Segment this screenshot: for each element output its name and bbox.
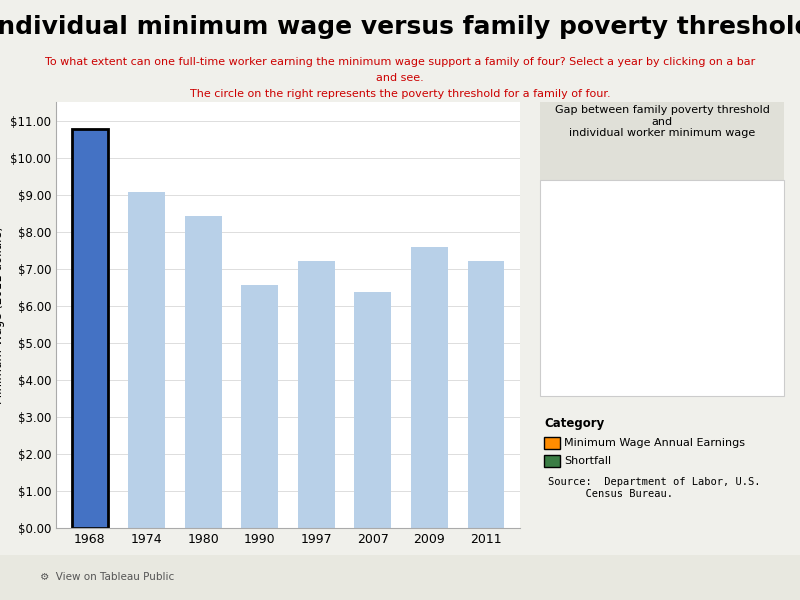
- Text: Shortfall: Shortfall: [564, 456, 611, 466]
- Bar: [185, 216, 222, 528]
- Bar: [242, 284, 278, 528]
- Bar: [411, 247, 448, 528]
- Text: Minimum Wage Annual Earnings: Minimum Wage Annual Earnings: [564, 438, 745, 448]
- Bar: [354, 292, 391, 528]
- Bar: [298, 260, 334, 528]
- Y-axis label: Minimum Wage (2011 dollars): Minimum Wage (2011 dollars): [0, 226, 5, 404]
- Wedge shape: [581, 206, 743, 370]
- Text: Gap between family poverty threshold
and
individual worker minimum wage: Gap between family poverty threshold and…: [554, 105, 770, 138]
- Text: ⚙  View on Tableau Public: ⚙ View on Tableau Public: [40, 572, 174, 582]
- Text: Source:  Department of Labor, U.S.
      Census Bureau.: Source: Department of Labor, U.S. Census…: [548, 477, 761, 499]
- Text: Individual minimum wage versus family poverty threshold: Individual minimum wage versus family po…: [0, 15, 800, 39]
- Text: The circle on the right represents the poverty threshold for a family of four.: The circle on the right represents the p…: [190, 89, 610, 99]
- Bar: [128, 192, 165, 528]
- Bar: [468, 260, 505, 528]
- Text: To what extent can one full-time worker earning the minimum wage support a famil: To what extent can one full-time worker …: [45, 57, 755, 67]
- Wedge shape: [620, 206, 662, 288]
- Text: Category: Category: [544, 417, 604, 430]
- Text: and see.: and see.: [376, 73, 424, 83]
- Bar: [71, 129, 108, 528]
